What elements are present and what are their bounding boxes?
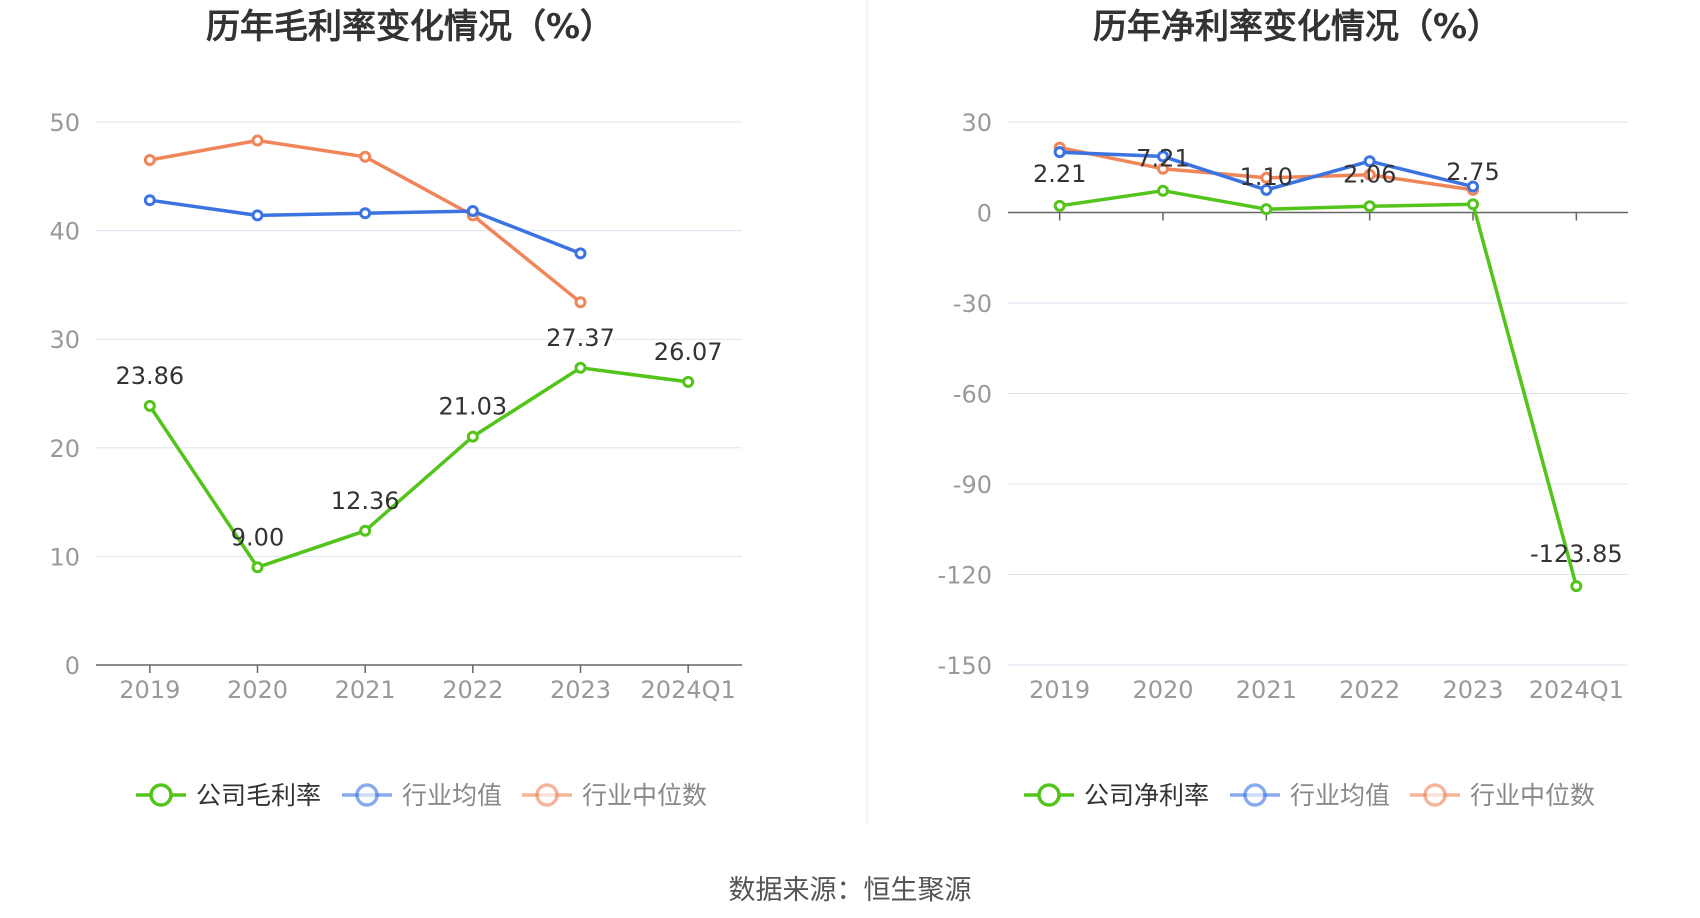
- y-tick-label: -120: [938, 562, 992, 590]
- x-tick-label: 2023: [1442, 676, 1503, 704]
- series-point: [251, 209, 264, 222]
- series-point: [1467, 180, 1479, 193]
- legend-marker: [535, 783, 559, 807]
- x-tick-label: 2024Q1: [1529, 676, 1624, 704]
- chart-title: 历年净利率变化情况（%）: [1093, 7, 1501, 47]
- legend-marker: [1423, 783, 1447, 807]
- y-tick-label: 30: [49, 326, 80, 354]
- series-point: [1363, 200, 1376, 213]
- y-tick-label: 0: [65, 652, 80, 680]
- x-tick-label: 2022: [442, 676, 503, 704]
- series-point: [574, 296, 587, 309]
- legend-item: 公司净利率: [1024, 781, 1209, 810]
- legend-label: 公司毛利率: [196, 781, 321, 810]
- legend-label: 行业均值: [1290, 781, 1390, 810]
- series-point: [1260, 171, 1273, 184]
- series-point: [251, 561, 264, 574]
- legend-marker: [355, 783, 379, 807]
- series-point: [1157, 184, 1169, 197]
- data-label: -123.85: [1530, 540, 1623, 568]
- data-label: 23.86: [115, 362, 184, 390]
- series-point: [1363, 168, 1376, 181]
- x-tick-label: 2021: [335, 676, 396, 704]
- series-point: [1467, 198, 1479, 211]
- y-tick-label: 50: [49, 109, 80, 137]
- chart-1: 历年毛利率变化情况（%） 0 10 20 30 40 50 2019 2020 2021 2022 2…: [49, 7, 742, 810]
- data-label: 2.75: [1446, 158, 1499, 186]
- data-label: 2.21: [1033, 160, 1086, 188]
- x-tick-label: 2019: [1029, 676, 1090, 704]
- data-label: 7.21: [1136, 145, 1189, 173]
- data-label: 21.03: [438, 393, 507, 421]
- series-point: [574, 361, 587, 374]
- series-line-2: [149, 138, 582, 304]
- series-point: [1053, 199, 1066, 212]
- series-point: [359, 524, 372, 537]
- series-point: [359, 150, 372, 163]
- legend-label: 公司净利率: [1084, 781, 1209, 810]
- series-line-0: [148, 366, 689, 570]
- data-source: 数据来源：恒生聚源: [0, 868, 1700, 907]
- series-point: [143, 154, 156, 167]
- y-tick-label: -30: [953, 290, 992, 318]
- x-tick-label: 2019: [119, 676, 180, 704]
- series-point: [143, 194, 156, 207]
- series-point: [1053, 146, 1066, 159]
- y-tick-label: 30: [961, 109, 992, 137]
- series-point: [466, 205, 479, 218]
- y-tick-label: 40: [49, 218, 80, 246]
- legend-label: 行业中位数: [1470, 781, 1595, 810]
- y-tick-label: 20: [49, 435, 80, 463]
- legend-item: 行业中位数: [1410, 781, 1595, 810]
- series-line-0: [1059, 188, 1578, 587]
- data-source-value: 恒生聚源: [863, 875, 972, 906]
- x-tick-label: 2021: [1236, 676, 1297, 704]
- x-tick-label: 2023: [550, 676, 611, 704]
- y-tick-label: -90: [953, 471, 992, 499]
- legend-item: 行业均值: [342, 781, 502, 810]
- data-label: 26.07: [654, 338, 723, 366]
- legend-label: 行业均值: [402, 781, 502, 810]
- legend-marker: [149, 783, 173, 807]
- x-tick-label: 2024Q1: [641, 676, 736, 704]
- legend-marker: [1037, 783, 1061, 807]
- x-tick-label: 2020: [227, 676, 288, 704]
- data-label: 2.06: [1343, 160, 1396, 188]
- y-tick-label: -150: [938, 652, 992, 680]
- legend-label: 行业中位数: [582, 781, 707, 810]
- data-source-label: 数据来源：: [728, 875, 864, 906]
- chart-2: 历年净利率变化情况（%） 30 0 -30 -60 -90 -120 -150 2019 2020…: [938, 7, 1628, 810]
- legend-item: 行业中位数: [522, 781, 707, 810]
- legend-item: 公司毛利率: [136, 781, 321, 810]
- x-tick-label: 2020: [1132, 676, 1193, 704]
- data-label: 12.36: [331, 487, 400, 515]
- series-point: [1570, 580, 1583, 593]
- data-label: 27.37: [546, 324, 615, 352]
- series-point: [1363, 155, 1376, 168]
- series-point: [143, 399, 156, 412]
- x-tick-label: 2022: [1339, 676, 1400, 704]
- series-point: [574, 247, 587, 260]
- series-point: [1260, 183, 1273, 196]
- y-tick-label: -60: [953, 381, 992, 409]
- y-tick-label: 0: [977, 200, 992, 228]
- data-label: 1.10: [1240, 163, 1293, 191]
- legend-item: 行业均值: [1230, 781, 1390, 810]
- series-point: [359, 207, 372, 220]
- data-label: 9.00: [231, 523, 284, 551]
- chart-title: 历年毛利率变化情况（%）: [206, 7, 614, 47]
- legend-marker: [1243, 783, 1267, 807]
- series-point: [251, 134, 264, 147]
- series-point: [1260, 203, 1273, 216]
- series-point: [1157, 150, 1169, 163]
- series-point: [682, 375, 695, 388]
- series-point: [1157, 162, 1169, 175]
- y-tick-label: 10: [49, 543, 80, 571]
- series-point: [466, 430, 479, 443]
